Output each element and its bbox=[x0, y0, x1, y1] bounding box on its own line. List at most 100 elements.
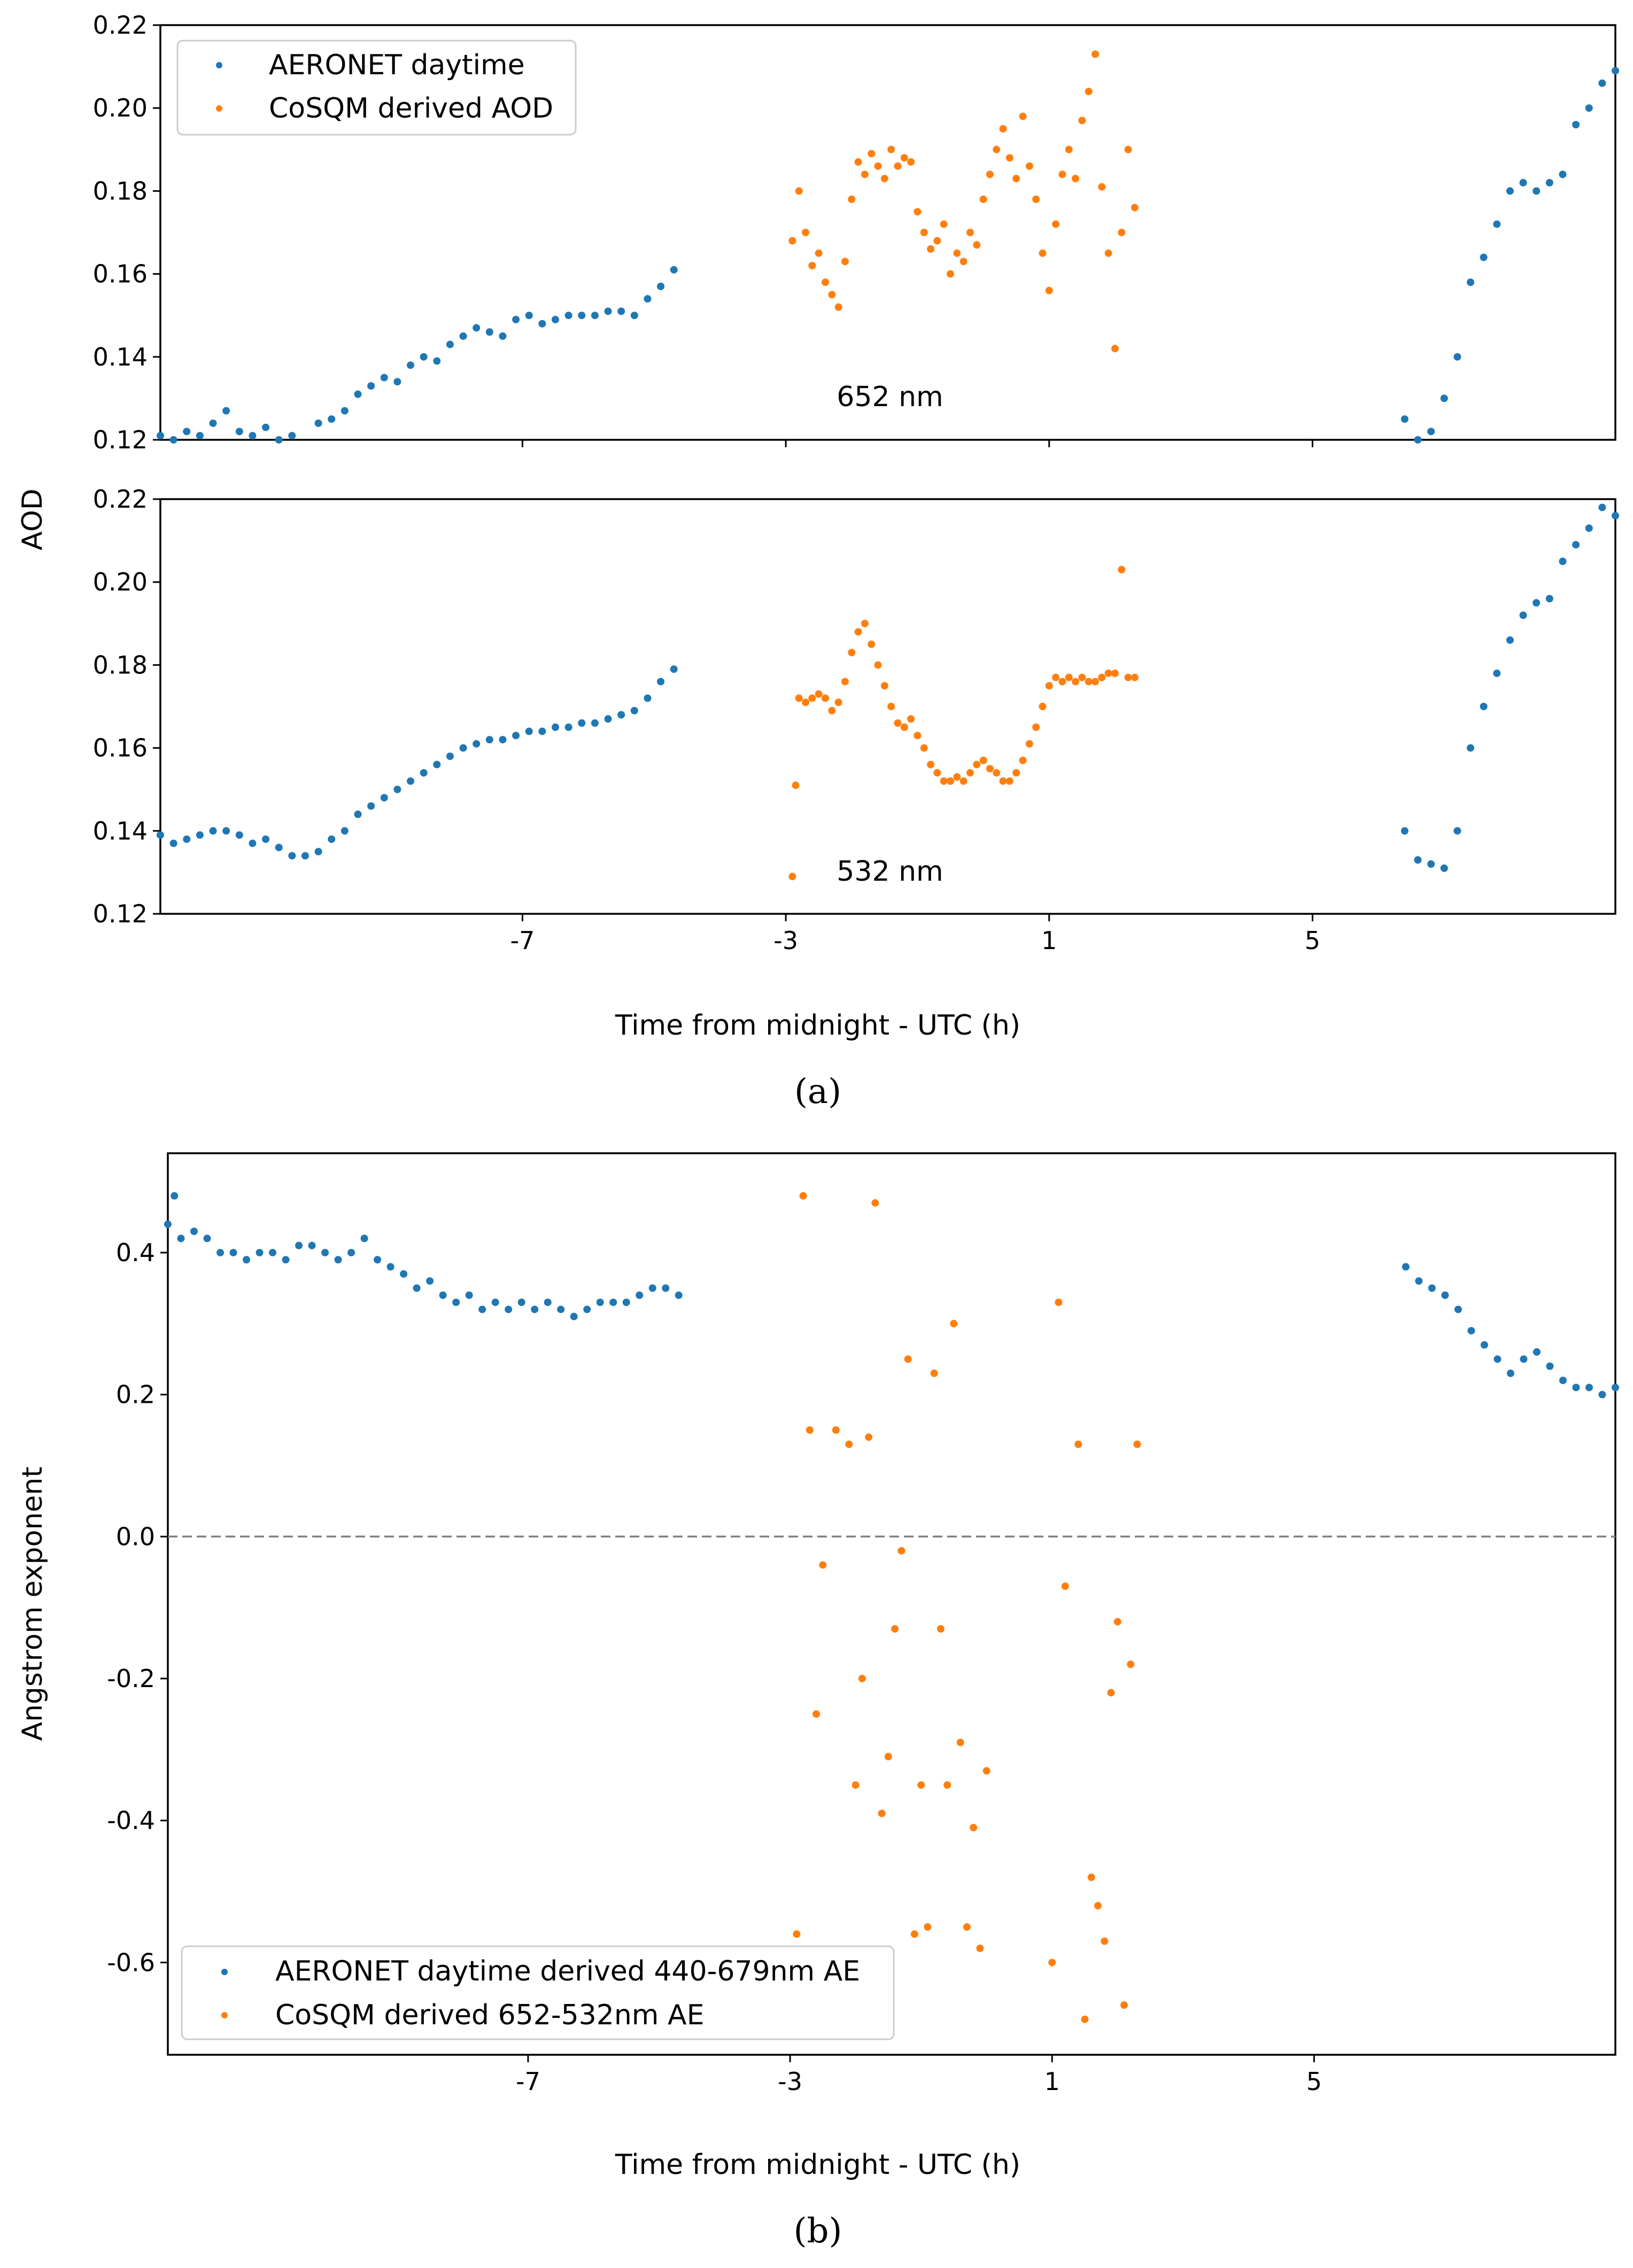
cosqm-point bbox=[795, 187, 803, 195]
aeronet-point bbox=[544, 1298, 552, 1306]
angstrom-y-ticks: -0.6 -0.4 -0.2 0.0 0.2 0.4 bbox=[107, 1238, 168, 1977]
aod-532-y-ticks: 0.12 0.14 0.16 0.18 0.20 0.22 bbox=[93, 485, 160, 928]
aeronet-point bbox=[171, 1192, 179, 1200]
angstrom-x-ticks: -7 -3 1 5 bbox=[516, 2055, 1322, 2096]
aeronet-point bbox=[354, 390, 362, 398]
cosqm-point bbox=[788, 237, 796, 245]
cosqm-point bbox=[894, 719, 902, 727]
cosqm-point bbox=[993, 145, 1001, 153]
cosqm-point bbox=[848, 649, 856, 657]
legend-ae-cosqm-marker bbox=[221, 2012, 228, 2018]
cosqm-point bbox=[1012, 769, 1020, 777]
y-tick-label: -0.2 bbox=[107, 1664, 155, 1693]
aeronet-point bbox=[1441, 1291, 1449, 1299]
cosqm-point bbox=[1065, 145, 1073, 153]
aeronet-point bbox=[1546, 1362, 1554, 1370]
aeronet-point bbox=[1467, 744, 1475, 752]
y-tick-label: 0.4 bbox=[116, 1238, 155, 1267]
cosqm-point bbox=[802, 698, 810, 706]
aeronet-point bbox=[169, 840, 177, 848]
cosqm-point bbox=[982, 1767, 990, 1775]
aeronet-point bbox=[190, 1228, 198, 1236]
aeronet-point bbox=[578, 719, 586, 727]
aeronet-point bbox=[1427, 428, 1435, 436]
aeronet-point bbox=[183, 428, 191, 436]
cosqm-point bbox=[924, 1923, 932, 1931]
aeronet-point bbox=[164, 1220, 172, 1228]
aeronet-point bbox=[1612, 1384, 1619, 1392]
cosqm-point bbox=[1113, 1618, 1121, 1626]
cosqm-point bbox=[940, 220, 948, 228]
aeronet-point bbox=[420, 353, 428, 361]
cosqm-point bbox=[920, 229, 928, 236]
aeronet-point bbox=[256, 1248, 264, 1256]
aeronet-point bbox=[1480, 703, 1488, 710]
aeronet-point bbox=[269, 1248, 277, 1256]
aeronet-point bbox=[196, 831, 204, 839]
aeronet-point bbox=[229, 1248, 237, 1256]
aeronet-point bbox=[1520, 1355, 1528, 1363]
y-tick-label: 0.22 bbox=[93, 11, 148, 40]
x-tick-label: -3 bbox=[773, 926, 798, 955]
aod-532-label: 532 nm bbox=[837, 856, 943, 888]
aeronet-point bbox=[644, 295, 652, 303]
cosqm-point bbox=[880, 175, 888, 183]
aeronet-point bbox=[591, 719, 599, 727]
aod-652-points bbox=[157, 50, 1619, 444]
aeronet-point bbox=[1400, 827, 1408, 835]
cosqm-point bbox=[933, 769, 941, 777]
cosqm-point bbox=[1065, 673, 1073, 681]
aeronet-point bbox=[491, 1298, 499, 1306]
legend-cosqm-label: CoSQM derived AOD bbox=[269, 92, 553, 125]
panel-b-label: (b) bbox=[794, 2211, 842, 2251]
aeronet-point bbox=[196, 432, 204, 440]
cosqm-point bbox=[907, 158, 915, 166]
aeronet-point bbox=[314, 419, 322, 427]
aeronet-point bbox=[367, 382, 375, 390]
cosqm-point bbox=[819, 1561, 827, 1569]
cosqm-point bbox=[1048, 1959, 1056, 1967]
cosqm-point bbox=[799, 1192, 807, 1200]
legend-aod: AERONET daytime CoSQM derived AOD bbox=[176, 40, 577, 136]
aeronet-point bbox=[452, 1298, 460, 1306]
aeronet-point bbox=[347, 1248, 355, 1256]
aeronet-point bbox=[1440, 864, 1448, 872]
cosqm-point bbox=[970, 1823, 978, 1831]
aeronet-point bbox=[1612, 512, 1619, 520]
cosqm-point bbox=[1098, 183, 1106, 191]
cosqm-point bbox=[1098, 673, 1106, 681]
aeronet-point bbox=[1493, 669, 1501, 677]
aod-652-x-ticks bbox=[521, 440, 1313, 447]
legend-ae-aeronet-label: AERONET daytime derived 440-679nm AE bbox=[275, 1955, 860, 1987]
aeronet-point bbox=[1493, 220, 1501, 228]
y-tick-label: 0.12 bbox=[93, 425, 148, 454]
cosqm-point bbox=[1101, 1937, 1109, 1945]
x-tick-label: 1 bbox=[1044, 2067, 1060, 2096]
aeronet-point bbox=[420, 769, 428, 777]
cosqm-point bbox=[1127, 1660, 1135, 1668]
cosqm-point bbox=[1061, 1582, 1069, 1590]
cosqm-point bbox=[1019, 756, 1027, 764]
cosqm-point bbox=[1087, 1873, 1095, 1881]
cosqm-point bbox=[1052, 220, 1060, 228]
aod-532-points bbox=[157, 503, 1619, 881]
cosqm-point bbox=[959, 258, 968, 266]
cosqm-point bbox=[1058, 170, 1066, 178]
aeronet-point bbox=[1440, 394, 1448, 402]
aeronet-point bbox=[308, 1241, 316, 1249]
legend-ae-cosqm-label: CoSQM derived 652-532nm AE bbox=[275, 1999, 704, 2031]
aeronet-point bbox=[433, 357, 441, 365]
cosqm-point bbox=[1045, 286, 1053, 294]
aeronet-point bbox=[1480, 1341, 1488, 1349]
cosqm-point bbox=[871, 1199, 879, 1207]
aeronet-point bbox=[1415, 1277, 1423, 1285]
aeronet-point bbox=[314, 848, 322, 856]
aeronet-point bbox=[222, 827, 230, 835]
aeronet-point bbox=[485, 328, 493, 336]
cosqm-point bbox=[947, 270, 955, 278]
cosqm-point bbox=[828, 706, 836, 714]
aeronet-point bbox=[367, 802, 375, 810]
cosqm-point bbox=[828, 291, 836, 299]
cosqm-point bbox=[1085, 88, 1093, 96]
aeronet-point bbox=[400, 1270, 408, 1278]
